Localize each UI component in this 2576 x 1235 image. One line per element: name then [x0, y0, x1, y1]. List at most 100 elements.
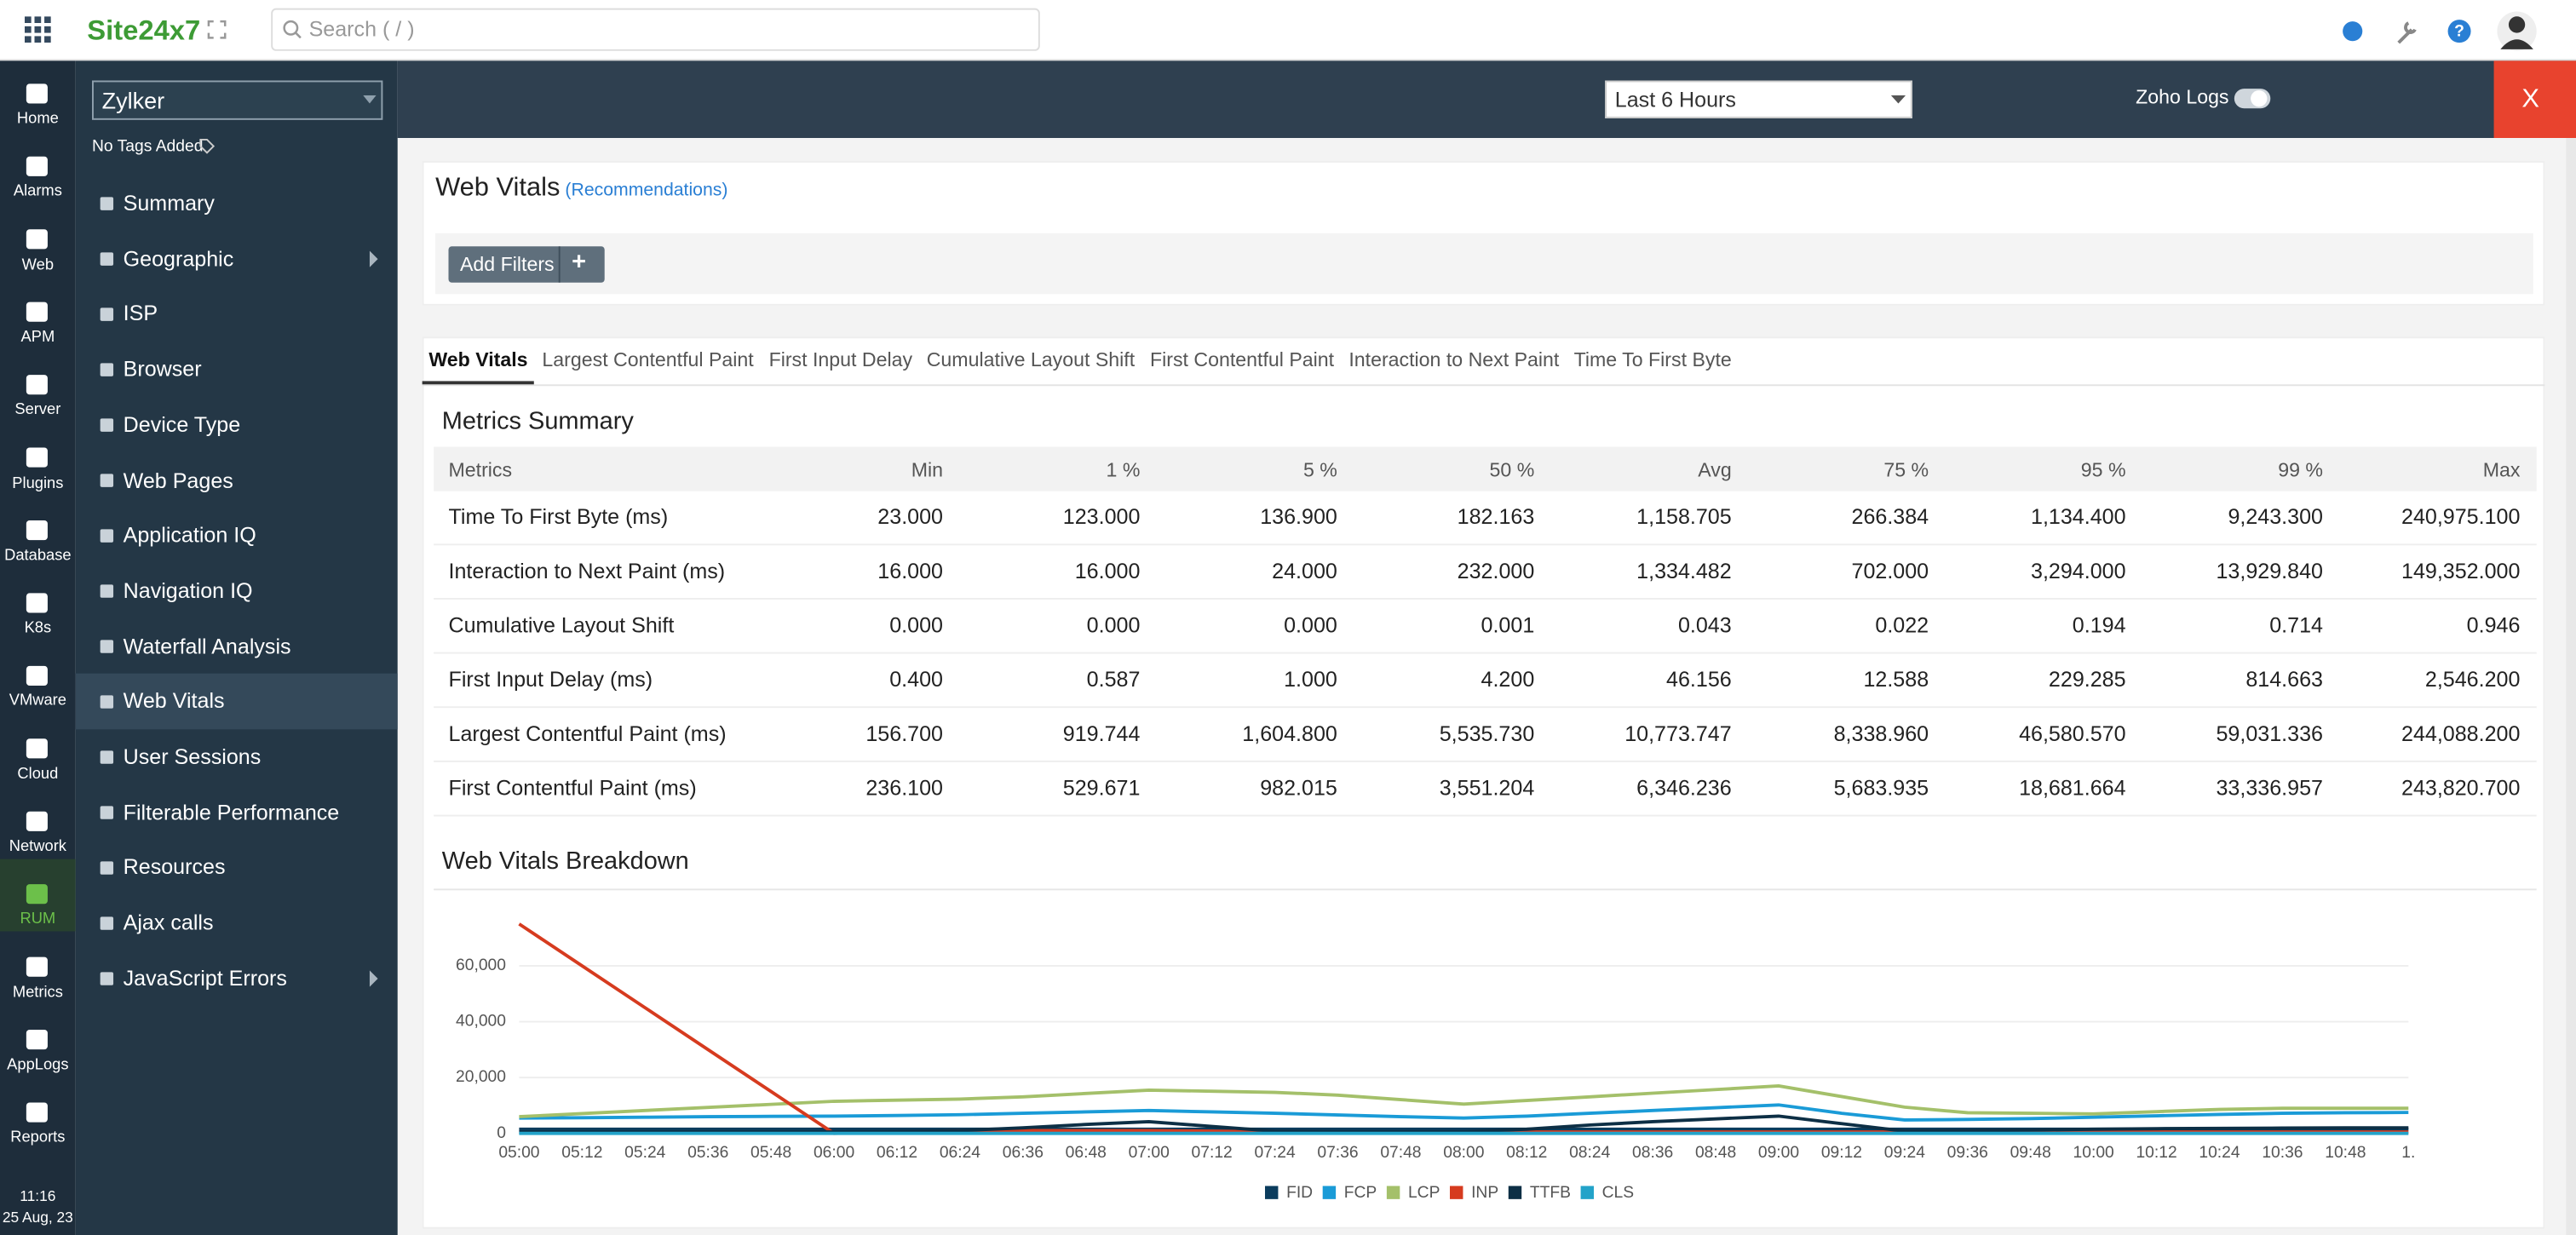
nav-label[interactable]: Reports	[10, 1129, 66, 1147]
table-cell: 0.001	[1481, 612, 1535, 638]
tab[interactable]: Time To First Byte	[1573, 348, 1732, 371]
table-cell: 9,243.300	[2228, 504, 2323, 529]
time-range-select[interactable]	[1605, 80, 1912, 118]
nav-label[interactable]: APM	[20, 328, 55, 347]
add-filters-button[interactable]	[448, 246, 605, 283]
nav-label[interactable]: Plugins	[12, 474, 64, 492]
table-header: 75 %	[1883, 458, 1929, 482]
table-row-divider	[434, 597, 2537, 600]
nav-label[interactable]: Database	[4, 546, 72, 566]
nav-label[interactable]: Network	[9, 837, 66, 856]
table-cell: 1,334.482	[1636, 558, 1732, 583]
table-row-divider	[434, 706, 2537, 709]
table-cell: 2,546.200	[2424, 666, 2521, 692]
table-cell: 0.400	[889, 666, 943, 692]
tab[interactable]: Interaction to Next Paint	[1348, 348, 1560, 371]
nav-label[interactable]: Metrics	[12, 983, 63, 1002]
avatar-body	[2500, 39, 2533, 49]
table-cell: 919.744	[1062, 721, 1141, 746]
expand-icon[interactable]	[207, 20, 227, 39]
tab[interactable]: Web Vitals	[428, 348, 528, 371]
monitor-caret	[363, 95, 377, 104]
table-cell: 229.285	[2048, 666, 2126, 692]
table-cell: 0.000	[1284, 612, 1337, 638]
sidebar-item[interactable]: Resources	[123, 854, 226, 880]
table-cell: 3,294.000	[2031, 558, 2126, 583]
table-cell: 23.000	[877, 504, 943, 529]
table-cell: Interaction to Next Paint (ms)	[448, 558, 726, 583]
sidebar-active-bg	[75, 674, 398, 730]
metrics-title: Metrics Summary	[441, 407, 634, 436]
table-cell: 0.194	[2072, 612, 2126, 638]
tag-icon[interactable]	[198, 138, 216, 154]
table-cell: 0.714	[2269, 612, 2323, 638]
table-cell: 6,346.236	[1636, 775, 1732, 801]
sidebar-item[interactable]: ISP	[123, 301, 158, 326]
table-cell: 266.384	[1851, 504, 1929, 529]
sidebar-item[interactable]: Geographic	[123, 245, 234, 271]
zoho-logs-label: Zoho Logs :	[2136, 85, 2240, 109]
tabs-divider	[422, 384, 2545, 387]
monitor-select[interactable]	[91, 80, 383, 120]
nav-label[interactable]: Cloud	[17, 765, 59, 784]
table-header: Metrics	[448, 458, 513, 482]
zoho-logs-toggle[interactable]	[2233, 87, 2272, 110]
sidebar-item[interactable]: Filterable Performance	[123, 799, 340, 824]
nav-label[interactable]: VMware	[9, 692, 66, 710]
panel-title: Web Vitals	[435, 174, 561, 203]
nav-time: 11:16	[20, 1187, 56, 1204]
table-cell: 0.000	[1086, 612, 1141, 638]
table-header: 95 %	[2080, 458, 2126, 482]
tab[interactable]: Largest Contentful Paint	[542, 348, 754, 371]
tools-icon[interactable]	[2397, 21, 2417, 44]
close-button[interactable]	[2493, 60, 2576, 138]
sidebar	[75, 60, 398, 1235]
sidebar-item[interactable]: Summary	[123, 190, 215, 215]
sidebar-item[interactable]: Device Type	[123, 411, 241, 437]
table-header: Avg	[1698, 458, 1732, 482]
tab[interactable]: Cumulative Layout Shift	[926, 348, 1136, 371]
nav-label[interactable]: AppLogs	[7, 1055, 69, 1075]
sidebar-item[interactable]: Application IQ	[123, 522, 256, 548]
time-range-caret	[1890, 95, 1906, 104]
table-header: Max	[2482, 458, 2521, 482]
nav-label[interactable]: Server	[14, 400, 61, 420]
nav-label[interactable]: Home	[16, 110, 59, 129]
tab[interactable]: First Input Delay	[768, 348, 913, 371]
apps-icon[interactable]	[24, 16, 51, 43]
table-cell: 10,773.747	[1624, 721, 1732, 746]
table-cell: 5,683.935	[1833, 775, 1929, 801]
table-cell: Cumulative Layout Shift	[448, 612, 675, 638]
table-cell: 18,681.664	[2019, 775, 2126, 801]
recommendations-link[interactable]: (Recommendations)	[565, 181, 728, 201]
table-cell: First Input Delay (ms)	[448, 666, 653, 692]
sidebar-item[interactable]: JavaScript Errors	[123, 965, 287, 991]
table-cell: 59,031.336	[2216, 721, 2323, 746]
nav-label[interactable]: Web	[21, 256, 55, 274]
sidebar-item[interactable]: Navigation IQ	[123, 577, 253, 603]
sidebar-item[interactable]: Web Pages	[123, 467, 233, 492]
brand[interactable]: Site24x7	[87, 14, 201, 46]
table-row-divider	[434, 760, 2537, 762]
sidebar-item[interactable]: Browser	[123, 356, 202, 382]
search-box[interactable]	[271, 8, 1040, 51]
table-row-divider	[434, 543, 2537, 546]
sidebar-item[interactable]: Waterfall Analysis	[123, 633, 291, 658]
nav-label[interactable]: Alarms	[13, 182, 62, 201]
table-cell: 136.900	[1260, 504, 1337, 529]
table-cell: 1,134.400	[2031, 504, 2126, 529]
chat-icon[interactable]	[2343, 21, 2363, 42]
help-icon[interactable]	[2447, 20, 2471, 43]
sidebar-item[interactable]: User Sessions	[123, 744, 262, 769]
avatar-head	[2508, 16, 2526, 33]
nav-label[interactable]: K8s	[24, 619, 52, 638]
sidebar-item[interactable]: Ajax calls	[123, 910, 214, 935]
time-range: Last 6 Hours	[1614, 87, 1736, 112]
search-placeholder: Search ( / )	[308, 16, 415, 42]
table-cell: 814.663	[2245, 666, 2323, 692]
nav-label[interactable]: RUM	[20, 910, 56, 929]
sidebar-item[interactable]: Web Vitals	[123, 688, 225, 714]
table-cell: 46.156	[1666, 666, 1732, 692]
tab[interactable]: First Contentful Paint	[1149, 348, 1335, 371]
